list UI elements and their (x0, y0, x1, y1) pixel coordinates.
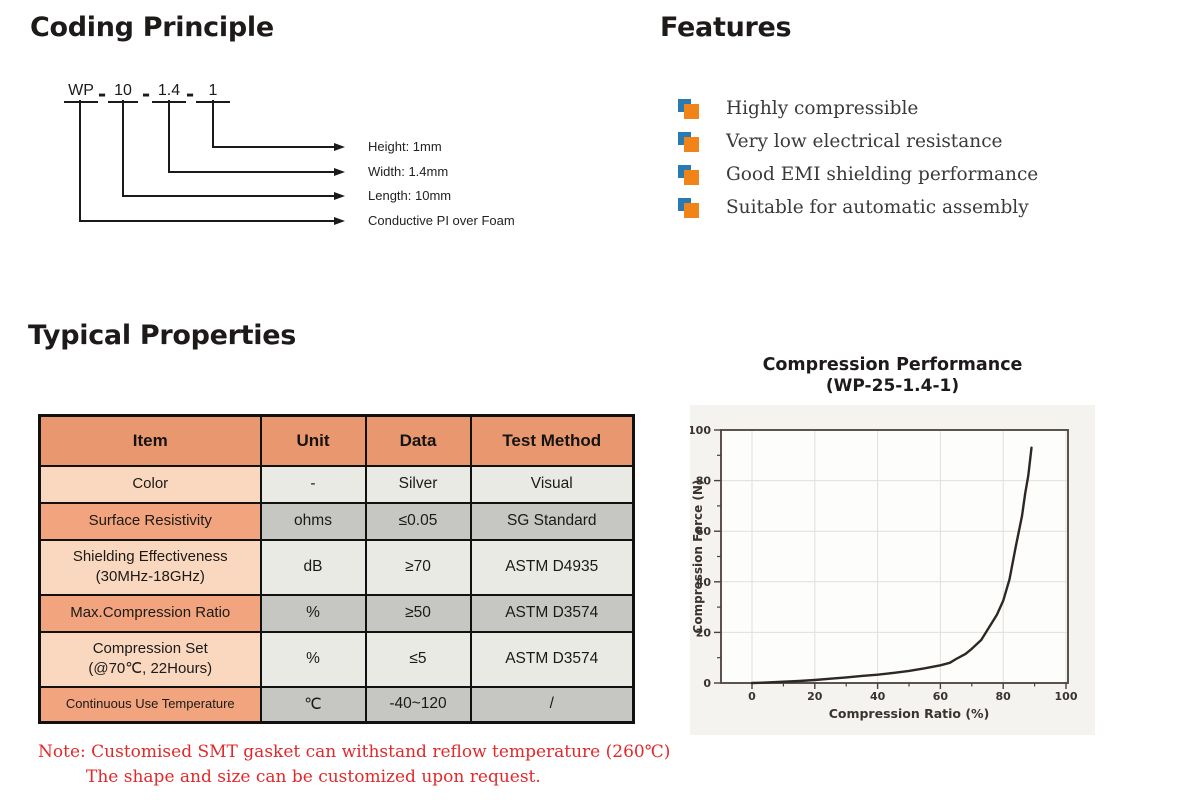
col-header-item: Item (38, 414, 262, 467)
feature-label: Very low electrical resistance (726, 131, 1003, 152)
coding-principle-title: Coding Principle (30, 12, 274, 43)
arrowhead-icon (334, 192, 345, 200)
compression-performance-chart: 0 20 40 60 80 100 0 20 40 60 80 100 Compression Forc… (690, 405, 1095, 735)
feature-item: Good EMI shielding performance (678, 158, 1038, 191)
table-row: Compression Set (@70℃, 22Hours)% ≤5 ASTM D3… (38, 630, 635, 688)
chart-title-line1: Compression Performance (762, 355, 1023, 375)
test-method-cell: / (469, 685, 635, 724)
code-label-height: Height: 1mm (368, 139, 442, 154)
col-header-test-method: Test Method (469, 414, 635, 467)
data-cell: ≤5 (364, 630, 472, 688)
table-row: Surface Resistivity ohms ≤0.05 SG Standard (38, 501, 635, 541)
table-row: Color - Silver Visual (38, 464, 635, 504)
feature-item: Very low electrical resistance (678, 125, 1038, 158)
features-list: Highly compressible Very low electrical … (678, 92, 1038, 224)
unit-cell: % (259, 593, 367, 633)
feature-label: Suitable for automatic assembly (726, 197, 1029, 218)
arrowhead-icon (334, 217, 345, 225)
item-cell: Surface Resistivity (38, 501, 262, 541)
x-tick-label: 100 (1055, 690, 1078, 703)
table-row: Shielding Effectiveness (30MHz-18GHz) dB ≥7… (38, 538, 635, 596)
code-separator: - (185, 82, 195, 106)
feature-item: Highly compressible (678, 92, 1038, 125)
unit-cell: % (259, 630, 367, 688)
features-title: Features (660, 12, 792, 43)
data-cell: ≤0.05 (364, 501, 472, 541)
unit-cell: - (259, 464, 367, 504)
square-bullet-icon (678, 98, 700, 119)
item-cell: Continuous Use Temperature (38, 685, 262, 724)
feature-label: Good EMI shielding performance (726, 164, 1039, 185)
chart-title-line2: (WP-25-1.4-1) (825, 376, 960, 396)
code-label-material: Conductive PI over Foam (368, 213, 515, 228)
x-tick-label: 20 (807, 690, 823, 703)
data-cell: -40~120 (364, 685, 472, 724)
x-tick-label: 60 (933, 690, 949, 703)
y-tick-label: 80 (696, 475, 712, 488)
x-tick-label: 40 (870, 690, 886, 703)
typical-properties-title: Typical Properties (28, 320, 297, 351)
unit-cell: ohms (259, 501, 367, 541)
code-connector-lines (79, 100, 345, 225)
test-method-cell: Visual (469, 464, 635, 504)
code-separator: - (97, 82, 107, 106)
square-bullet-icon (678, 164, 700, 185)
unit-cell: dB (259, 538, 367, 596)
test-method-cell: ASTM D3574 (469, 593, 635, 633)
y-tick-label: 60 (696, 525, 712, 538)
compression-curve (750, 446, 1033, 685)
table-header-row: Item Unit Data Test Method (38, 414, 635, 467)
square-bullet-icon (678, 197, 700, 218)
y-axis-label: Compression Force (N) (691, 480, 705, 634)
y-tick-label: 0 (703, 677, 711, 690)
unit-cell: ℃ (259, 685, 367, 724)
item-cell: Max.Compression Ratio (38, 593, 262, 633)
y-tick-label: 20 (696, 626, 712, 639)
chart-title: Compression Performance (WP-25-1.4-1) (690, 354, 1095, 397)
feature-label: Highly compressible (726, 98, 919, 119)
note-line2: The shape and size can be customized upo… (86, 767, 541, 787)
test-method-cell: ASTM D3574 (469, 630, 635, 688)
test-method-cell: ASTM D4935 (469, 538, 635, 596)
data-cell: ≥50 (364, 593, 472, 633)
plot-area (721, 430, 1068, 683)
data-cell: ≥70 (364, 538, 472, 596)
feature-item: Suitable for automatic assembly (678, 191, 1038, 224)
properties-table: Item Unit Data Test Method Color - Silver V… (38, 414, 635, 724)
arrowhead-icon (334, 168, 345, 176)
x-axis-label: Compression Ratio (%) (829, 706, 990, 721)
data-cell: Silver (364, 464, 472, 504)
test-method-cell: SG Standard (469, 501, 635, 541)
table-row: Max.Compression Ratio% ≥50 ASTM D3574 (38, 593, 635, 633)
arrowhead-icon (334, 143, 345, 151)
square-bullet-icon (678, 131, 700, 152)
code-separator: - (141, 82, 151, 106)
item-cell: Color (38, 464, 262, 504)
y-tick-label: 100 (690, 424, 711, 437)
table-row: Continuous Use Temperature ℃ -40~120/ (38, 685, 635, 724)
properties-table-body: Color - Silver Visual Surface Resistivity ohm… (38, 464, 635, 724)
x-tick-label: 80 (996, 690, 1012, 703)
x-tick-label: 0 (748, 690, 756, 703)
col-header-data: Data (364, 414, 472, 467)
chart-frame (720, 429, 1069, 684)
y-tick-label: 40 (696, 576, 712, 589)
col-header-unit: Unit (259, 414, 367, 467)
code-label-width: Width: 1.4mm (368, 164, 449, 179)
note-line1: Note: Customised SMT gasket can withstan… (38, 742, 671, 762)
item-cell: Shielding Effectiveness (30MHz-18GHz) (38, 538, 262, 596)
code-label-length: Length: 10mm (368, 188, 452, 203)
item-cell: Compression Set (@70℃, 22Hours) (38, 630, 262, 688)
